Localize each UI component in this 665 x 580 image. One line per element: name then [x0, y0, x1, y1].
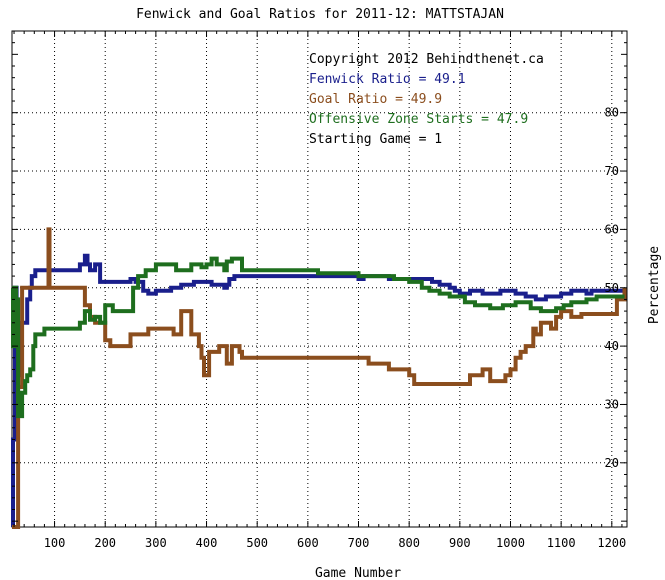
legend-entry: Copyright 2012 Behindthenet.ca: [309, 52, 544, 67]
x-tick-label: 600: [297, 536, 319, 550]
legend-entry: Offensive Zone Starts = 47.9: [309, 112, 528, 127]
x-tick-label: 900: [449, 536, 471, 550]
y-tick-label: 20: [605, 456, 619, 470]
legend-entry: Starting Game = 1: [309, 132, 442, 147]
x-tick-label: 800: [398, 536, 420, 550]
legend-entry: Goal Ratio = 49.9: [309, 92, 442, 107]
x-tick-label: 1200: [597, 536, 626, 550]
y-tick-label: 80: [605, 106, 619, 120]
x-tick-label: 200: [94, 536, 116, 550]
x-axis-label: Game Number: [315, 566, 401, 580]
x-tick-label: 100: [44, 536, 66, 550]
x-axis-ticks: 100 200 300 400 500 600 700 800 900 1000 1100 1200: [13, 31, 626, 550]
y-tick-label: 30: [605, 397, 619, 411]
y-tick-label: 70: [605, 164, 619, 178]
y-tick-label: 50: [605, 281, 619, 295]
legend: Copyright 2012 Behindthenet.ca Fenwick Ra…: [309, 52, 544, 147]
y-axis-ticks: 20 30 40 50 60 70 80: [12, 30, 627, 522]
legend-entry: Fenwick Ratio = 49.1: [309, 72, 466, 87]
x-tick-label: 1000: [496, 536, 525, 550]
plot-frame: [11, 30, 628, 528]
series-layer: [11, 227, 627, 529]
series-line: [11, 256, 625, 419]
y-axis-label: Percentage: [647, 246, 662, 324]
x-tick-label: 300: [145, 536, 167, 550]
y-tick-label: 60: [605, 222, 619, 236]
x-tick-label: 1100: [547, 536, 576, 550]
x-tick-label: 700: [348, 536, 370, 550]
x-tick-label: 500: [246, 536, 268, 550]
y-tick-label: 40: [605, 339, 619, 353]
series-line: [11, 253, 627, 529]
x-tick-label: 400: [196, 536, 218, 550]
chart-title: Fenwick and Goal Ratios for 2011-12: MAT…: [136, 7, 504, 22]
